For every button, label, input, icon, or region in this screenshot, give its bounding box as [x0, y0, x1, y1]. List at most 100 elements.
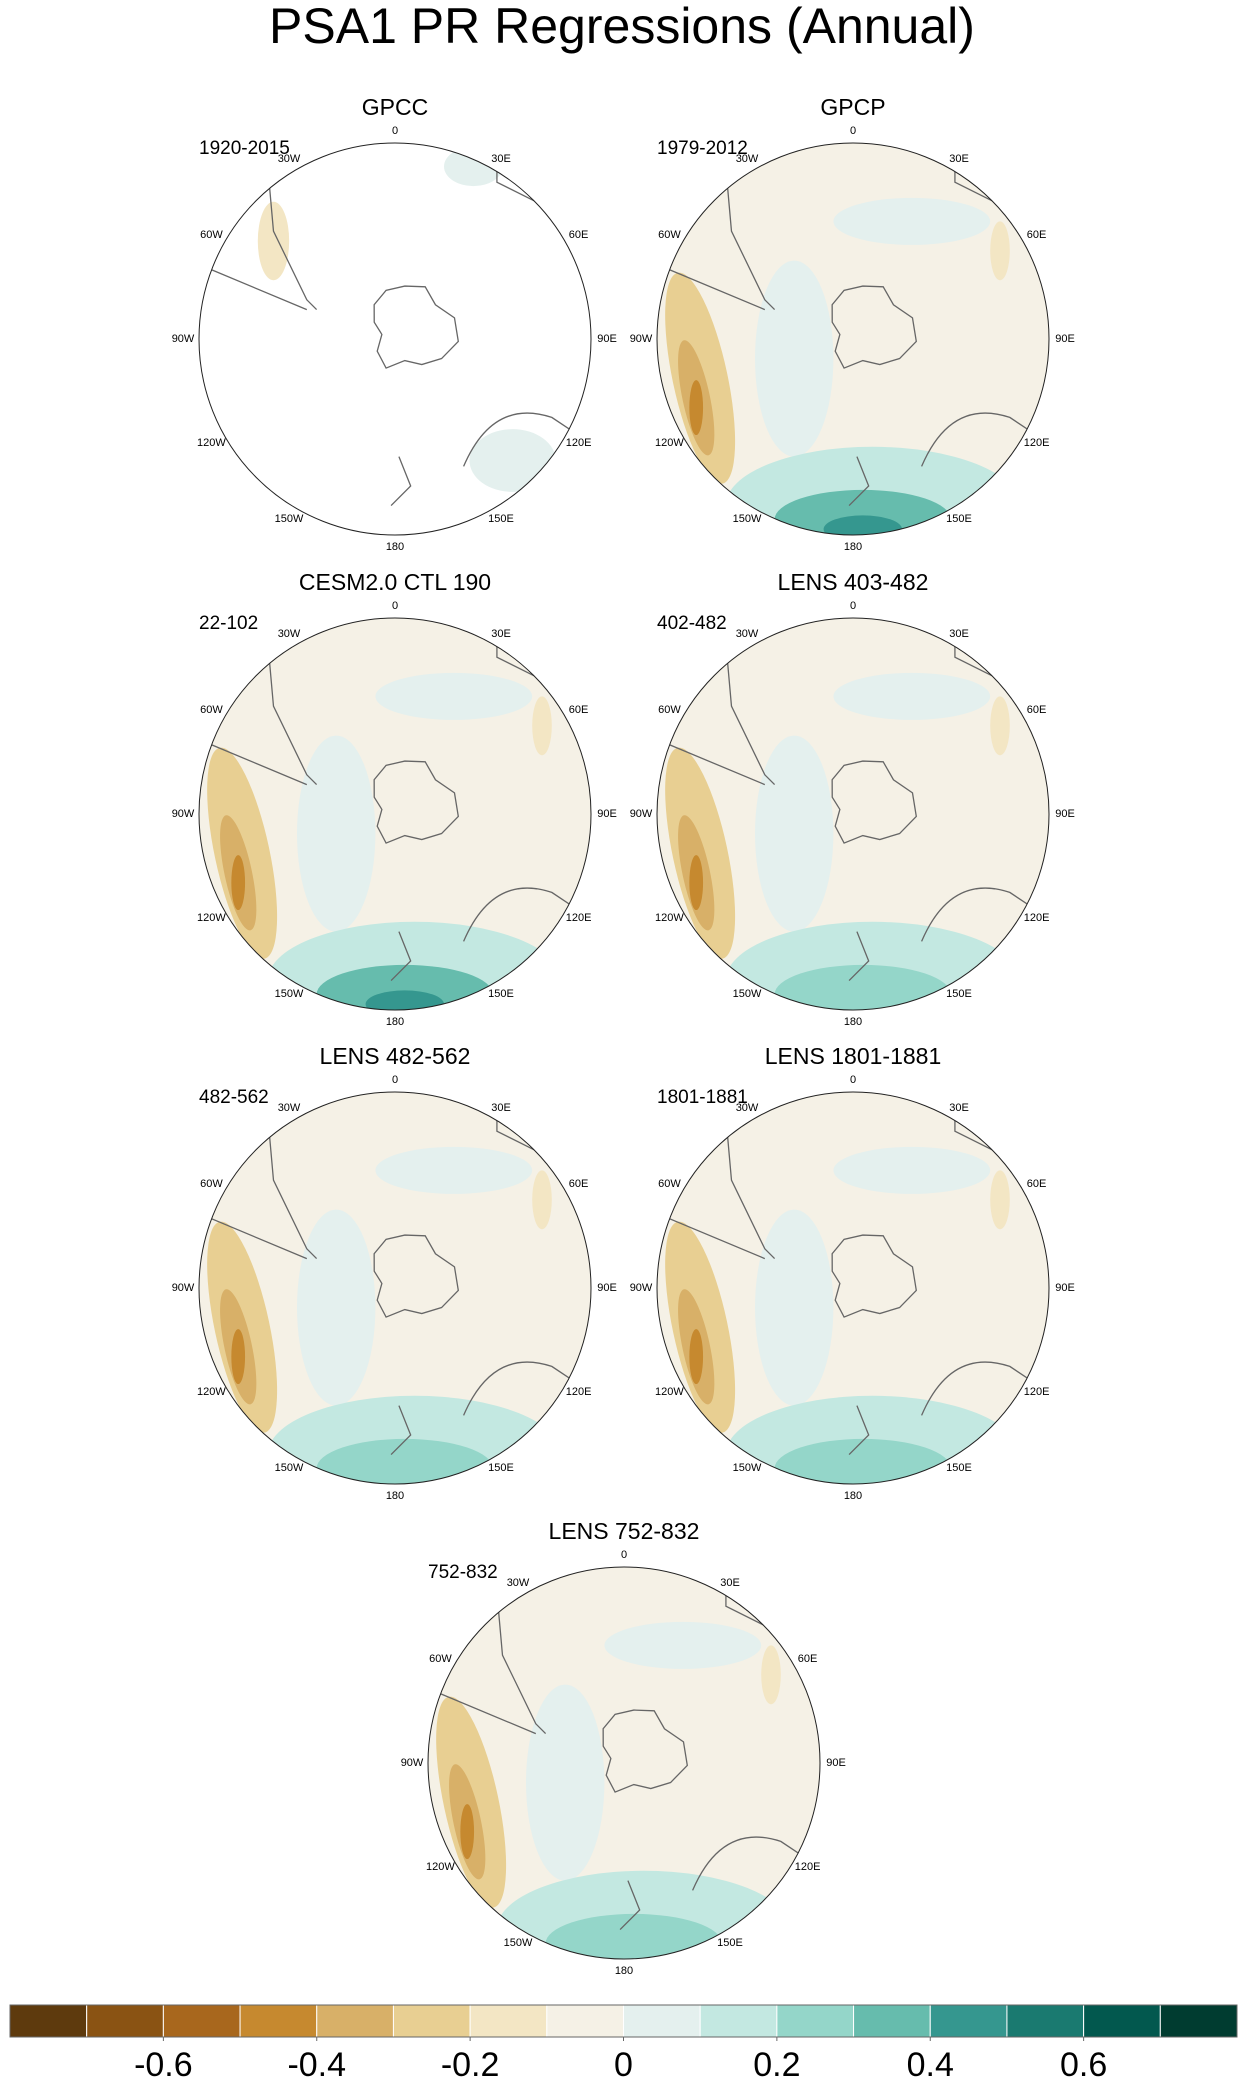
lon-label: 150E	[946, 513, 972, 525]
lon-label: 60E	[1027, 704, 1047, 716]
field-patch	[990, 221, 1010, 281]
lon-label: 90E	[826, 1757, 846, 1769]
lon-label: 0	[392, 600, 398, 612]
field-patch	[460, 1804, 475, 1860]
map-field	[199, 618, 591, 1010]
lon-label: 60E	[569, 704, 589, 716]
lon-label: 30E	[949, 628, 969, 640]
field-patch	[755, 260, 834, 457]
lon-label: 90W	[172, 333, 195, 345]
coastline	[602, 1709, 688, 1793]
lon-label: 120W	[426, 1861, 455, 1873]
coastline	[390, 412, 582, 507]
map-field	[657, 1092, 1049, 1484]
lon-label: 60E	[569, 1178, 589, 1190]
lon-label: 150W	[733, 1462, 762, 1474]
lon-label: 90W	[172, 808, 195, 820]
colorbar-box	[1006, 2004, 1085, 2038]
panel-title: LENS 752-832	[549, 1518, 700, 1544]
lon-label: 30E	[720, 1577, 740, 1589]
lon-label: 120W	[655, 437, 684, 449]
panel-period: 752-832	[428, 1562, 498, 1583]
lon-label: 90W	[630, 333, 653, 345]
panel-period: 22-102	[199, 613, 258, 634]
coastline	[373, 1234, 459, 1318]
lon-label: 90E	[1055, 333, 1075, 345]
lon-label: 90E	[597, 1282, 617, 1294]
field-patch	[231, 1329, 246, 1385]
colorbar-tick-label: 0	[614, 2046, 633, 2082]
lon-label: 180	[615, 1965, 633, 1977]
colorbar-tick-label: 0.4	[907, 2046, 954, 2082]
lon-label: 60W	[200, 704, 223, 716]
lon-label: 150E	[717, 1937, 743, 1949]
lon-label: 120E	[1024, 912, 1050, 924]
field-patch	[689, 380, 704, 436]
field-patch	[755, 735, 834, 932]
colorbar-box	[9, 2004, 88, 2038]
colorbar-box	[392, 2004, 471, 2038]
lon-label: 60W	[658, 229, 681, 241]
field-patch	[532, 1170, 552, 1230]
colorbar-box	[929, 2004, 1008, 2038]
panel-title: LENS 1801-1881	[765, 1043, 941, 1069]
colorbar-box	[162, 2004, 241, 2038]
map-border	[656, 142, 1050, 536]
lon-label: 150E	[488, 513, 514, 525]
lon-label: 30W	[507, 1577, 530, 1589]
lon-label: 30W	[278, 153, 301, 165]
lon-label: 60E	[798, 1653, 818, 1665]
coastline	[831, 1234, 917, 1318]
field-patch	[833, 672, 991, 720]
lon-label: 90W	[401, 1757, 424, 1769]
lon-label: 150E	[946, 988, 972, 1000]
colorbar-tick-label: -0.4	[287, 2046, 346, 2082]
coastline	[390, 887, 582, 982]
lon-label: 90W	[630, 1282, 653, 1294]
lon-label: 120E	[566, 1386, 592, 1398]
lon-label: 180	[386, 1490, 404, 1502]
field-patch	[375, 1146, 533, 1194]
field-patch	[375, 672, 533, 720]
map-border	[427, 1566, 821, 1960]
field-patch	[833, 1146, 991, 1194]
lon-label: 60E	[569, 229, 589, 241]
field-patch	[689, 1329, 704, 1385]
field-patch	[469, 429, 556, 492]
lon-label: 30W	[736, 153, 759, 165]
coastline	[390, 1361, 582, 1456]
field-patch	[545, 1913, 722, 1959]
coastline	[848, 1361, 1040, 1456]
lon-label: 0	[392, 125, 398, 137]
coastline	[373, 760, 459, 844]
map-border	[198, 617, 592, 1011]
lon-label: 150W	[275, 988, 304, 1000]
lon-label: 120E	[566, 912, 592, 924]
panel-period: 1920-2015	[199, 138, 290, 159]
lon-label: 60W	[200, 229, 223, 241]
lon-label: 30W	[278, 1102, 301, 1114]
lon-label: 180	[844, 1016, 862, 1028]
field-patch	[604, 1621, 762, 1669]
field-patch	[823, 515, 902, 535]
colorbar-box	[776, 2004, 855, 2038]
lon-label: 30E	[491, 1102, 511, 1114]
colorbar-tick-label: 0.6	[1060, 2046, 1107, 2082]
lon-label: 120W	[197, 437, 226, 449]
lon-label: 60W	[429, 1653, 452, 1665]
field-patch	[990, 696, 1010, 756]
colorbar-box	[1083, 2004, 1161, 2038]
panel-period: 1801-1881	[657, 1087, 748, 1108]
map-field	[199, 1092, 591, 1484]
field-patch	[257, 201, 290, 281]
lon-label: 120E	[566, 437, 592, 449]
lon-label: 90E	[597, 808, 617, 820]
lon-label: 180	[844, 541, 862, 553]
colorbar-box	[86, 2004, 164, 2038]
coastline	[373, 285, 459, 369]
map-field	[657, 618, 1049, 1010]
lon-label: 60W	[658, 704, 681, 716]
lon-label: 30W	[736, 1102, 759, 1114]
panel-period: 482-562	[199, 1087, 269, 1108]
lon-label: 90W	[630, 808, 653, 820]
